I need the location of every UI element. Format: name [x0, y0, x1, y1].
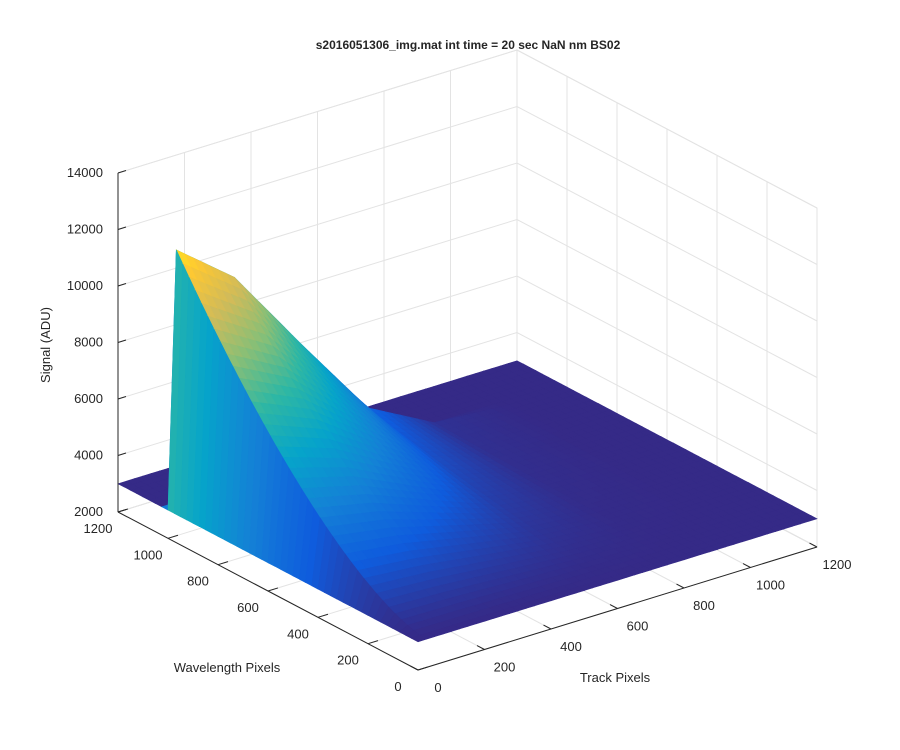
y-tick-label: 0 — [394, 679, 401, 694]
gridline-z — [117, 49, 818, 209]
x-tick-label: 400 — [560, 639, 582, 654]
z-tick — [117, 509, 127, 513]
y-tick — [417, 666, 429, 671]
x-tick — [676, 583, 685, 589]
surface — [117, 249, 818, 643]
x-tick — [609, 604, 618, 609]
z-tick — [117, 339, 127, 343]
y-tick — [217, 561, 229, 566]
gridline-z — [117, 105, 818, 265]
tick-labels: 0200400600800100012000200400600800100012… — [67, 165, 852, 695]
gridline-z — [117, 162, 818, 322]
z-tick — [117, 283, 127, 287]
y-tick-label: 800 — [187, 574, 209, 589]
x-tick-label: 1200 — [823, 557, 852, 572]
z-tick-label: 8000 — [74, 335, 103, 350]
z-tick-label: 6000 — [74, 391, 103, 406]
x-tick — [410, 665, 419, 671]
x-tick — [543, 624, 552, 630]
z-tick-label: 14000 — [67, 165, 103, 180]
x-axis-label: Track Pixels — [580, 670, 651, 685]
z-tick — [117, 170, 127, 174]
axes — [117, 170, 818, 671]
y-tick — [267, 587, 279, 592]
x-tick — [742, 563, 751, 568]
y-axis-label: Wavelength Pixels — [174, 660, 281, 675]
y-tick — [367, 640, 379, 645]
z-tick — [117, 452, 127, 456]
y-tick-label: 1200 — [84, 521, 113, 536]
x-tick-label: 0 — [434, 680, 441, 695]
x-tick-label: 800 — [693, 598, 715, 613]
y-tick-label: 600 — [237, 600, 259, 615]
x-tick-label: 200 — [494, 660, 516, 675]
x-tick — [476, 645, 485, 650]
x-tick — [809, 542, 818, 548]
y-tick-label: 400 — [287, 626, 309, 641]
z-axis-label: Signal (ADU) — [38, 307, 53, 383]
surface-patch — [411, 634, 428, 643]
y-tick-label: 1000 — [134, 547, 163, 562]
z-tick-label: 12000 — [67, 222, 103, 237]
x-tick-label: 600 — [627, 619, 649, 634]
x-tick-label: 1000 — [756, 578, 785, 593]
y-tick — [167, 534, 179, 539]
y-tick-label: 200 — [337, 653, 359, 668]
y-tick — [317, 613, 329, 618]
z-tick-label: 10000 — [67, 278, 103, 293]
z-tick-label: 4000 — [74, 448, 103, 463]
z-tick — [117, 396, 127, 400]
z-tick — [117, 226, 127, 230]
z-tick-label: 2000 — [74, 504, 103, 519]
chart-title: s2016051306_img.mat int time = 20 sec Na… — [316, 38, 621, 52]
